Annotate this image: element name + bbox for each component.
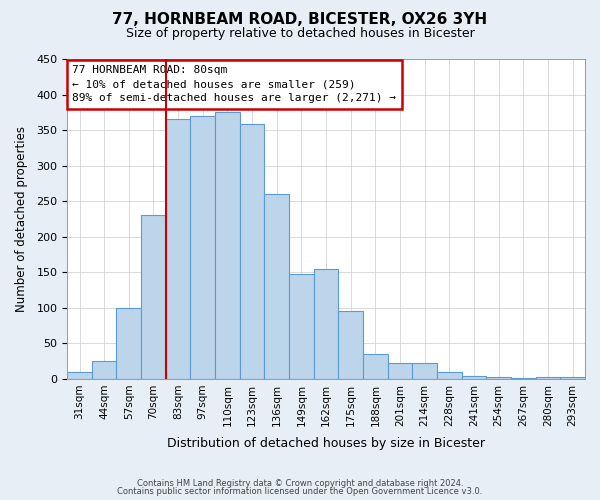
Bar <box>412 364 437 379</box>
Text: Size of property relative to detached houses in Bicester: Size of property relative to detached ho… <box>125 28 475 40</box>
Text: 77 HORNBEAM ROAD: 80sqm
← 10% of detached houses are smaller (259)
89% of semi-d: 77 HORNBEAM ROAD: 80sqm ← 10% of detache… <box>73 66 397 104</box>
Bar <box>215 112 240 379</box>
Text: Contains HM Land Registry data © Crown copyright and database right 2024.: Contains HM Land Registry data © Crown c… <box>137 478 463 488</box>
Bar <box>265 194 289 379</box>
Bar <box>437 372 462 379</box>
Bar <box>92 361 116 379</box>
Bar <box>560 378 585 379</box>
Y-axis label: Number of detached properties: Number of detached properties <box>15 126 28 312</box>
Bar <box>511 378 536 379</box>
Bar <box>116 308 141 379</box>
Bar <box>289 274 314 379</box>
Bar <box>67 372 92 379</box>
Text: 77, HORNBEAM ROAD, BICESTER, OX26 3YH: 77, HORNBEAM ROAD, BICESTER, OX26 3YH <box>112 12 488 28</box>
Bar <box>240 124 265 379</box>
Bar <box>190 116 215 379</box>
Bar <box>462 376 487 379</box>
Bar <box>166 120 190 379</box>
Bar <box>536 378 560 379</box>
Bar <box>487 378 511 379</box>
Bar <box>388 364 412 379</box>
Bar <box>141 216 166 379</box>
Bar <box>314 268 338 379</box>
Bar <box>338 312 363 379</box>
X-axis label: Distribution of detached houses by size in Bicester: Distribution of detached houses by size … <box>167 437 485 450</box>
Bar <box>363 354 388 379</box>
Text: Contains public sector information licensed under the Open Government Licence v3: Contains public sector information licen… <box>118 487 482 496</box>
